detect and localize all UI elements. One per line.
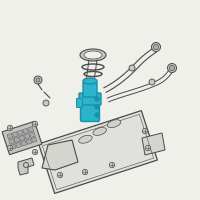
- Polygon shape: [19, 135, 25, 141]
- Polygon shape: [30, 132, 35, 137]
- Ellipse shape: [82, 169, 88, 175]
- Ellipse shape: [32, 149, 38, 155]
- Ellipse shape: [7, 125, 13, 131]
- FancyBboxPatch shape: [83, 82, 97, 97]
- Polygon shape: [24, 133, 30, 139]
- Polygon shape: [10, 144, 16, 149]
- Ellipse shape: [7, 145, 13, 151]
- Polygon shape: [17, 130, 23, 136]
- Ellipse shape: [154, 45, 158, 49]
- Ellipse shape: [152, 43, 160, 51]
- Polygon shape: [31, 137, 37, 143]
- Ellipse shape: [80, 49, 106, 61]
- Polygon shape: [12, 132, 18, 137]
- Ellipse shape: [34, 76, 42, 84]
- Polygon shape: [9, 139, 14, 144]
- Polygon shape: [39, 111, 157, 193]
- Polygon shape: [23, 128, 28, 134]
- Ellipse shape: [57, 172, 63, 178]
- Ellipse shape: [168, 64, 177, 72]
- Polygon shape: [142, 133, 165, 155]
- Polygon shape: [16, 142, 21, 148]
- Ellipse shape: [84, 51, 102, 59]
- Ellipse shape: [149, 79, 155, 85]
- Ellipse shape: [95, 113, 99, 117]
- Polygon shape: [7, 133, 13, 139]
- Ellipse shape: [109, 162, 115, 168]
- Ellipse shape: [93, 127, 106, 135]
- Ellipse shape: [170, 66, 174, 71]
- Ellipse shape: [95, 105, 99, 109]
- Ellipse shape: [142, 128, 148, 134]
- Ellipse shape: [36, 78, 40, 82]
- Ellipse shape: [79, 135, 92, 143]
- FancyBboxPatch shape: [76, 98, 83, 108]
- Ellipse shape: [43, 100, 49, 106]
- Ellipse shape: [145, 145, 151, 151]
- Polygon shape: [42, 140, 78, 170]
- Polygon shape: [18, 158, 34, 175]
- Ellipse shape: [95, 97, 99, 101]
- Polygon shape: [21, 140, 27, 146]
- Polygon shape: [28, 127, 34, 132]
- Polygon shape: [2, 121, 42, 155]
- Ellipse shape: [129, 65, 135, 71]
- Polygon shape: [26, 139, 32, 144]
- FancyBboxPatch shape: [79, 93, 101, 105]
- Ellipse shape: [107, 120, 121, 128]
- Polygon shape: [14, 137, 20, 143]
- Ellipse shape: [32, 121, 38, 127]
- Ellipse shape: [83, 78, 97, 84]
- FancyBboxPatch shape: [80, 100, 100, 121]
